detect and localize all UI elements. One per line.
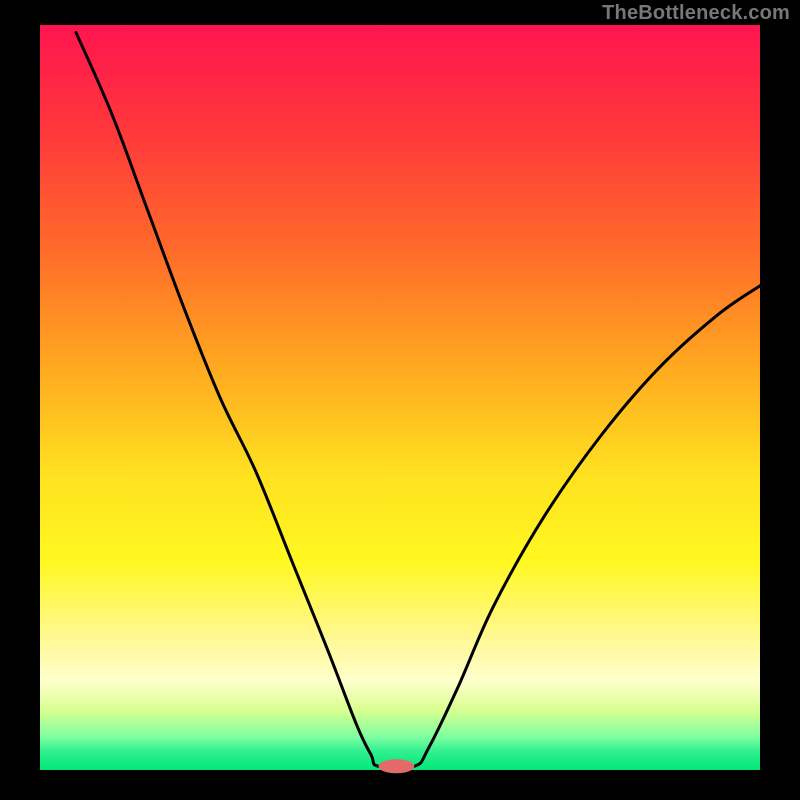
chart-container: TheBottleneck.com [0, 0, 800, 800]
optimal-marker [378, 759, 414, 773]
chart-gradient-bg [40, 25, 760, 770]
watermark-text: TheBottleneck.com [602, 2, 790, 25]
bottleneck-chart [0, 0, 800, 800]
